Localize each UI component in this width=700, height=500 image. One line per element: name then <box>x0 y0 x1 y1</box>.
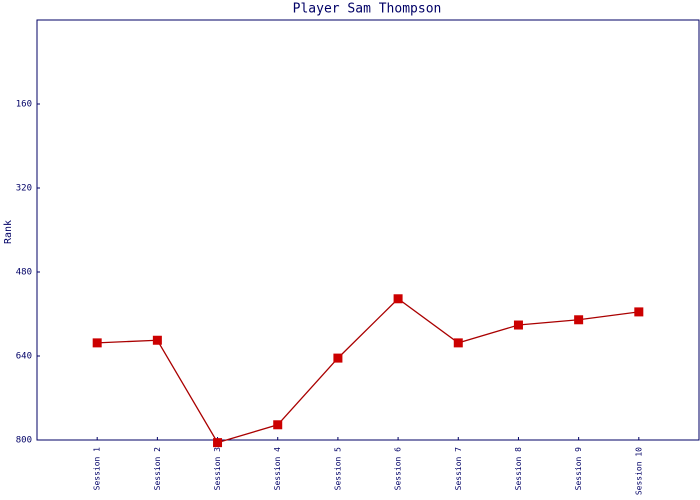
x-tick-label: Session 1 <box>93 447 102 491</box>
x-tick-label: Session 5 <box>333 447 342 491</box>
series-line <box>97 297 639 444</box>
x-tick-label: Session 6 <box>394 447 403 491</box>
plot-frame <box>36 19 700 441</box>
x-tick-label: Session 8 <box>514 447 523 491</box>
point <box>574 315 584 325</box>
point <box>513 320 523 330</box>
point <box>393 294 403 304</box>
y-tick-label: 160 <box>16 100 32 110</box>
y-tick-label: 480 <box>16 268 32 278</box>
y-tick-label: 800 <box>16 436 32 446</box>
x-tick-label: Session 3 <box>213 447 222 491</box>
point <box>453 338 463 348</box>
x-tick-label: Session 4 <box>273 447 282 491</box>
x-tick-label: Session 10 <box>634 447 643 495</box>
x-tick-label: Session 2 <box>153 447 162 491</box>
x-tick-label: Session 7 <box>454 447 463 491</box>
point <box>273 420 283 430</box>
point <box>333 353 343 363</box>
point <box>634 307 644 317</box>
y-tick-label: 640 <box>16 352 32 362</box>
y-tick-label: 320 <box>16 184 32 194</box>
chart-title: Player Sam Thompson <box>293 2 442 17</box>
x-tick-label: Session 9 <box>574 447 583 491</box>
point <box>213 438 223 448</box>
point <box>92 338 102 348</box>
point <box>152 335 162 345</box>
y-axis-label: Rank <box>3 220 14 244</box>
